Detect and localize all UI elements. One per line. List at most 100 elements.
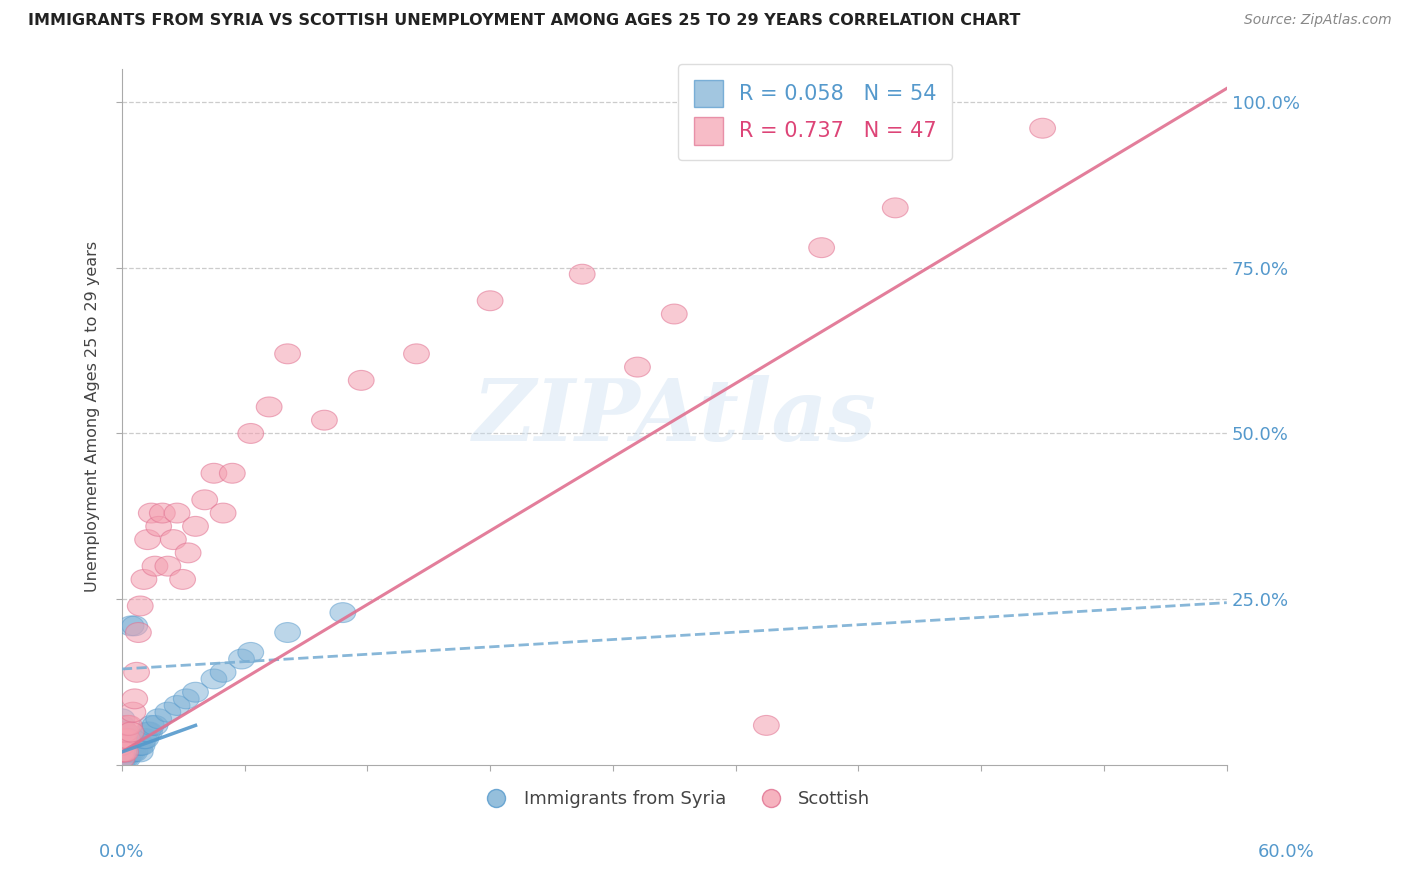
Ellipse shape [118, 615, 143, 636]
Ellipse shape [142, 715, 167, 735]
Ellipse shape [118, 742, 143, 762]
Ellipse shape [661, 304, 688, 324]
Ellipse shape [117, 715, 142, 735]
Ellipse shape [117, 729, 142, 748]
Ellipse shape [112, 742, 138, 762]
Ellipse shape [155, 702, 181, 723]
Ellipse shape [128, 735, 153, 756]
Legend: Immigrants from Syria, Scottish: Immigrants from Syria, Scottish [471, 783, 877, 815]
Ellipse shape [108, 709, 135, 729]
Ellipse shape [183, 516, 208, 536]
Ellipse shape [183, 682, 208, 702]
Ellipse shape [173, 689, 200, 709]
Ellipse shape [111, 729, 136, 748]
Ellipse shape [124, 735, 149, 756]
Ellipse shape [165, 696, 190, 715]
Ellipse shape [569, 264, 595, 285]
Ellipse shape [117, 735, 142, 756]
Ellipse shape [128, 742, 153, 762]
Ellipse shape [149, 503, 176, 523]
Ellipse shape [108, 742, 135, 762]
Ellipse shape [118, 735, 143, 756]
Ellipse shape [211, 663, 236, 682]
Ellipse shape [112, 742, 138, 762]
Ellipse shape [754, 715, 779, 735]
Text: IMMIGRANTS FROM SYRIA VS SCOTTISH UNEMPLOYMENT AMONG AGES 25 TO 29 YEARS CORRELA: IMMIGRANTS FROM SYRIA VS SCOTTISH UNEMPL… [28, 13, 1021, 29]
Ellipse shape [114, 742, 141, 762]
Ellipse shape [114, 729, 141, 748]
Ellipse shape [404, 344, 429, 364]
Ellipse shape [211, 503, 236, 523]
Ellipse shape [238, 642, 264, 663]
Ellipse shape [108, 735, 135, 756]
Ellipse shape [135, 723, 160, 742]
Text: Source: ZipAtlas.com: Source: ZipAtlas.com [1244, 13, 1392, 28]
Ellipse shape [111, 729, 136, 748]
Ellipse shape [274, 623, 301, 642]
Ellipse shape [114, 729, 141, 748]
Ellipse shape [256, 397, 283, 417]
Ellipse shape [219, 463, 245, 483]
Ellipse shape [111, 723, 136, 742]
Ellipse shape [122, 689, 148, 709]
Ellipse shape [122, 735, 148, 756]
Ellipse shape [134, 729, 159, 748]
Ellipse shape [142, 557, 167, 576]
Ellipse shape [112, 735, 138, 756]
Text: 60.0%: 60.0% [1258, 843, 1315, 861]
Ellipse shape [120, 735, 146, 756]
Ellipse shape [112, 723, 138, 742]
Ellipse shape [883, 198, 908, 218]
Ellipse shape [808, 237, 835, 258]
Ellipse shape [125, 623, 152, 642]
Ellipse shape [108, 748, 135, 769]
Ellipse shape [146, 709, 172, 729]
Ellipse shape [122, 615, 148, 636]
Ellipse shape [349, 370, 374, 391]
Ellipse shape [330, 603, 356, 623]
Ellipse shape [112, 723, 138, 742]
Ellipse shape [477, 291, 503, 310]
Ellipse shape [131, 729, 157, 748]
Ellipse shape [108, 729, 135, 748]
Ellipse shape [108, 735, 135, 756]
Ellipse shape [274, 344, 301, 364]
Ellipse shape [135, 530, 160, 549]
Ellipse shape [131, 569, 157, 590]
Ellipse shape [111, 748, 136, 769]
Ellipse shape [118, 729, 143, 748]
Ellipse shape [624, 357, 651, 377]
Ellipse shape [108, 748, 135, 769]
Ellipse shape [160, 530, 186, 549]
Text: ZIPAtlas: ZIPAtlas [472, 376, 876, 458]
Ellipse shape [111, 742, 136, 762]
Ellipse shape [201, 463, 226, 483]
Text: 0.0%: 0.0% [98, 843, 143, 861]
Ellipse shape [111, 742, 136, 762]
Ellipse shape [125, 735, 152, 756]
Ellipse shape [108, 723, 135, 742]
Ellipse shape [170, 569, 195, 590]
Ellipse shape [312, 410, 337, 430]
Ellipse shape [120, 742, 146, 762]
Ellipse shape [111, 735, 136, 756]
Ellipse shape [108, 729, 135, 748]
Ellipse shape [124, 663, 149, 682]
Ellipse shape [155, 557, 181, 576]
Ellipse shape [108, 715, 135, 735]
Ellipse shape [108, 742, 135, 762]
Y-axis label: Unemployment Among Ages 25 to 29 years: Unemployment Among Ages 25 to 29 years [86, 242, 100, 592]
Ellipse shape [112, 748, 138, 769]
Ellipse shape [118, 723, 143, 742]
Ellipse shape [201, 669, 226, 689]
Ellipse shape [114, 735, 141, 756]
Ellipse shape [146, 516, 172, 536]
Ellipse shape [229, 649, 254, 669]
Ellipse shape [1029, 119, 1056, 138]
Ellipse shape [136, 723, 162, 742]
Ellipse shape [138, 715, 165, 735]
Ellipse shape [165, 503, 190, 523]
Ellipse shape [138, 503, 165, 523]
Ellipse shape [191, 490, 218, 509]
Ellipse shape [122, 742, 148, 762]
